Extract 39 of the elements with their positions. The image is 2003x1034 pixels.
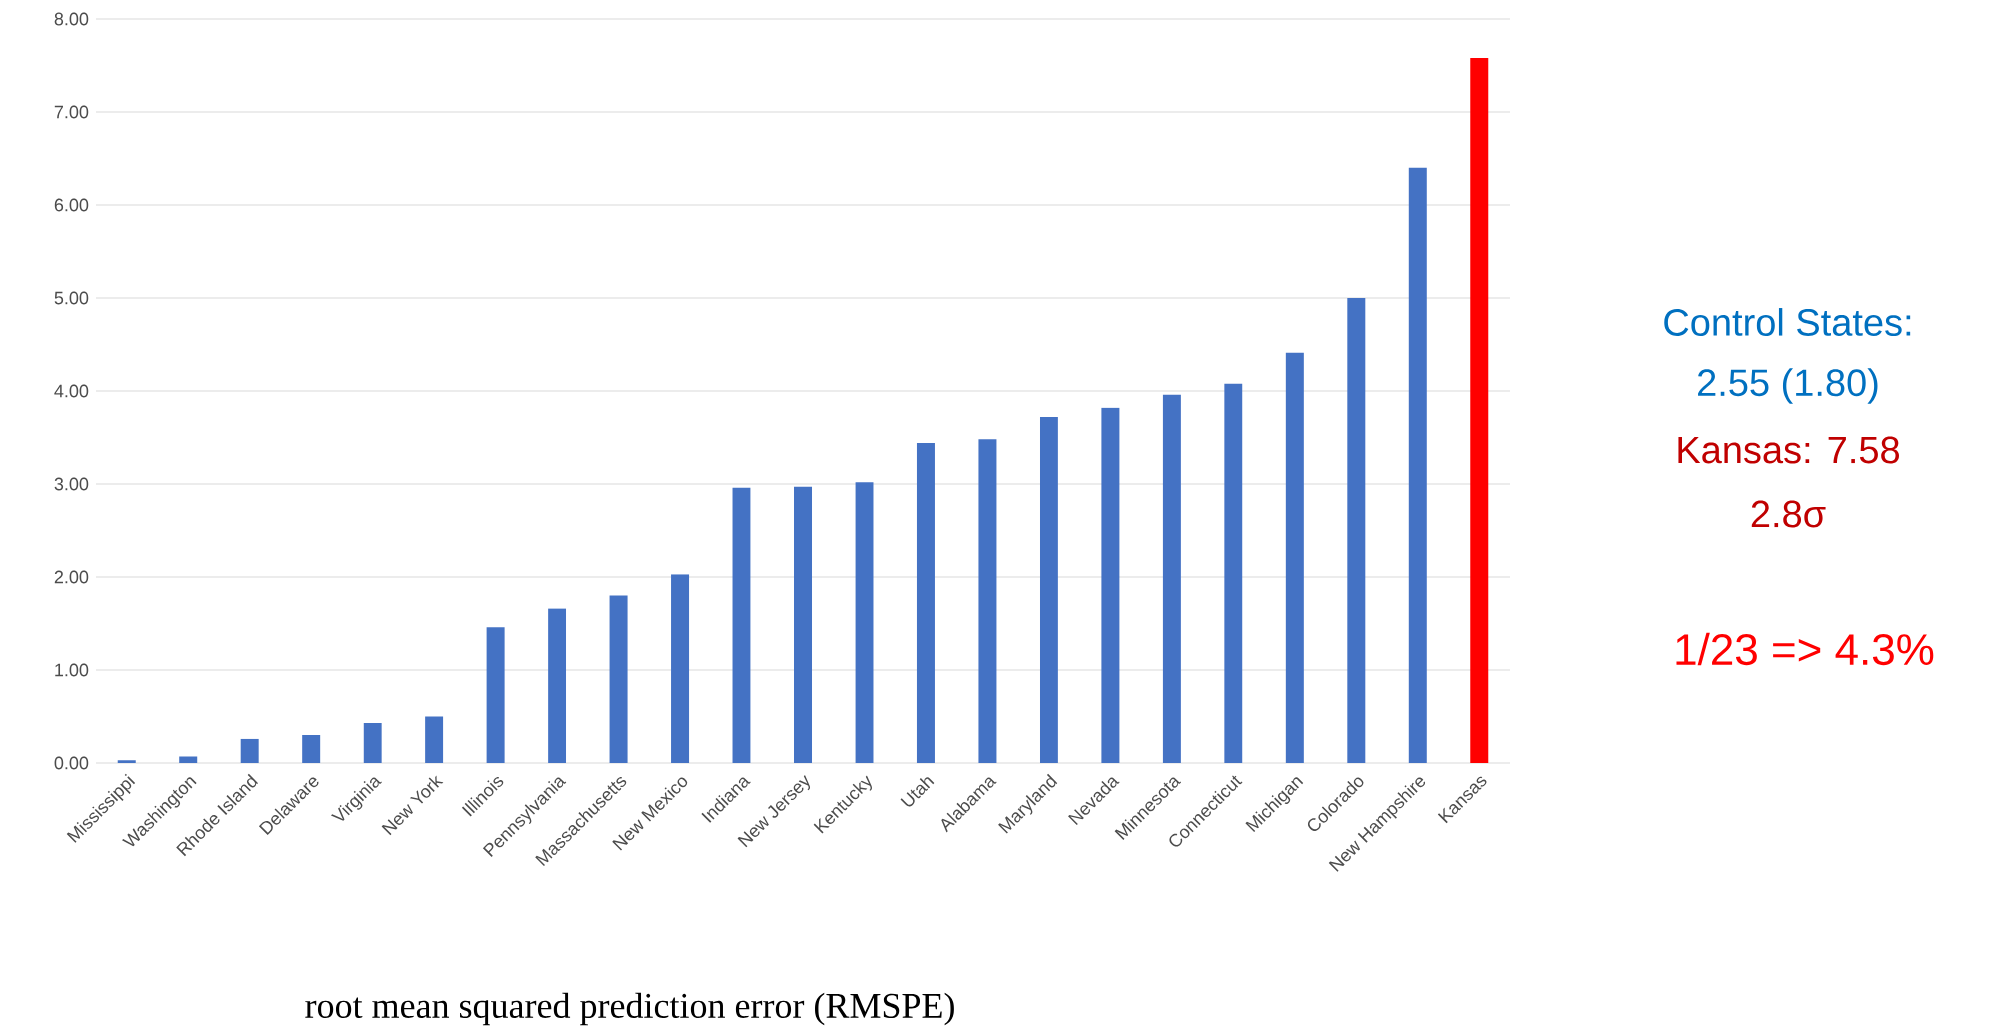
bar (794, 486, 813, 763)
bar (425, 716, 444, 763)
y-tick-label: 4.00 (54, 384, 89, 398)
text: root mean squared prediction error (RMSPE) (305, 992, 954, 1026)
bar (548, 608, 567, 763)
text: Kansas: 7.58 (1678, 436, 1899, 464)
y-tick-label: 0.00 (54, 756, 89, 770)
bar (363, 723, 382, 763)
bar (1285, 352, 1304, 763)
bar (609, 595, 628, 763)
text: 2.8σ (1751, 500, 1826, 528)
bar (179, 756, 198, 763)
bar (916, 443, 935, 763)
bar (978, 439, 997, 763)
y-tick-label: 7.00 (54, 105, 89, 119)
bar (117, 760, 136, 763)
bar (1101, 407, 1120, 763)
bar (1470, 58, 1489, 763)
y-tick-label: 3.00 (54, 477, 89, 491)
bar (302, 735, 321, 763)
bar (1039, 417, 1058, 763)
text: 2.55 (1.80) (1698, 368, 1878, 404)
x-tick-label: Utah (900, 777, 935, 807)
text: 1/23 => 4.3% (1676, 632, 1934, 666)
y-tick-label: 2.00 (54, 570, 89, 584)
bar (1162, 394, 1181, 763)
y-tick-label: 5.00 (54, 291, 89, 305)
bar (732, 487, 751, 763)
bar (671, 574, 690, 763)
bar (486, 627, 505, 763)
bar (1408, 167, 1427, 763)
y-tick-label: 8.00 (54, 12, 89, 26)
bar (1224, 383, 1243, 763)
y-tick-label: 6.00 (54, 198, 89, 212)
bar (855, 482, 874, 763)
text: Control States: (1664, 308, 1911, 336)
bar (1347, 298, 1366, 763)
bar (240, 738, 259, 763)
y-tick-label: 1.00 (55, 663, 89, 677)
